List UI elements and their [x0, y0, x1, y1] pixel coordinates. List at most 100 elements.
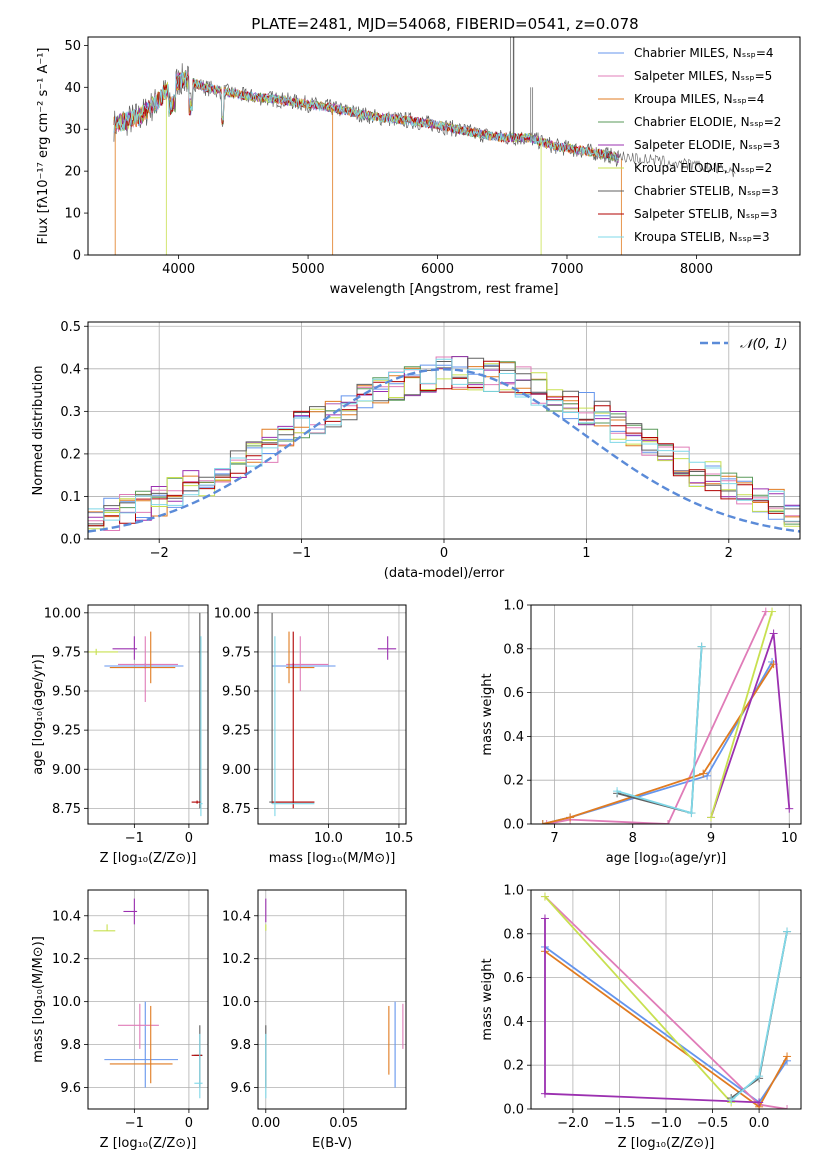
x-tick-label: −2.0: [557, 1116, 589, 1131]
histogram-series: [88, 363, 800, 530]
panel-weight-vs-z: −2.0 −1.5 −1.0 −0.5 0.0 0.0 0.2 0.4 0.6 0.8 1.0 Z […: [480, 884, 802, 1151]
x-tick-label: 7000: [550, 262, 583, 277]
x-tick-label: −0.5: [697, 1116, 729, 1131]
plot-area: [113, 37, 736, 255]
plot-area: [540, 892, 792, 1109]
y-tick-label: 0.8: [503, 642, 524, 657]
x-axis-label: Z [log₁₀(Z/Z⊙)]: [618, 1136, 715, 1151]
x-tick-label: 10.5: [384, 831, 413, 846]
y-tick-label: 1.0: [503, 884, 524, 899]
legend-entry: Chabrier ELODIE, Nₛₛₚ=2: [634, 115, 781, 129]
axes-frame: [87, 321, 801, 540]
y-axis-label: Normed distribution: [31, 366, 46, 496]
plot-area: [265, 898, 404, 1099]
x-tick-label: 10.0: [314, 831, 343, 846]
legend-entry: 𝒩(0, 1): [740, 337, 787, 352]
y-tick-label: 50: [64, 39, 81, 54]
x-tick-label: 0.05: [329, 1116, 358, 1131]
x-tick-label: −1.5: [604, 1116, 636, 1131]
y-tick-label: 0.6: [503, 971, 524, 986]
plot-area: [88, 356, 800, 533]
x-axis-label: E(B-V): [312, 1136, 352, 1151]
x-tick-label: 2: [725, 546, 733, 561]
x-axis-label: Z [log₁₀(Z/Z⊙)]: [100, 851, 197, 866]
histogram-series: [88, 357, 800, 525]
histogram-series: [88, 360, 800, 527]
panel-age-vs-mass: 10.0 10.5 8.75 9.00 9.25 9.50 9.75 10.00 mass [l…: [214, 604, 413, 866]
y-axis-label: age [log₁₀(age/yr)]: [31, 654, 46, 775]
plot-area: [88, 612, 203, 817]
y-tick-label: 10.0: [222, 995, 251, 1010]
x-tick-label: −1: [125, 1116, 144, 1131]
axes-frame: [257, 889, 407, 1110]
y-tick-label: 9.25: [222, 724, 251, 739]
y-tick-label: 0.2: [503, 1059, 524, 1074]
legend-entry: Salpeter MILES, Nₛₛₚ=5: [634, 69, 772, 83]
x-tick-label: 9: [707, 831, 715, 846]
y-tick-label: 0.4: [503, 730, 524, 745]
y-tick-label: 0.0: [503, 818, 524, 833]
x-tick-label: 7: [550, 831, 558, 846]
y-axis-label: Flux [fλ10⁻¹⁷ erg cm⁻² s⁻¹ A⁻¹]: [36, 48, 51, 245]
y-tick-label: 9.00: [222, 763, 251, 778]
x-axis-label: Z [log₁₀(Z/Z⊙)]: [100, 1136, 197, 1151]
x-tick-label: 0: [440, 546, 448, 561]
y-tick-label: 9.8: [230, 1038, 251, 1053]
axes-frame: [87, 889, 209, 1110]
x-tick-label: 5000: [292, 262, 325, 277]
y-tick-label: 9.6: [60, 1081, 81, 1096]
y-tick-label: 0.1: [60, 490, 81, 505]
legend: 𝒩(0, 1): [700, 337, 787, 352]
panel-age-vs-z: −1 0 8.75 9.00 9.25 9.50 9.75 10.00 Z [log₁₀(Z/Z…: [31, 604, 209, 866]
legend: Chabrier MILES, Nₛₛₚ=4 Salpeter MILES, Nₛ…: [598, 46, 781, 244]
y-tick-label: 9.6: [230, 1081, 251, 1096]
y-tick-label: 9.75: [52, 645, 81, 660]
y-tick-label: 1.0: [503, 599, 524, 614]
x-tick-label: 0: [185, 1116, 193, 1131]
legend-entry: Chabrier MILES, Nₛₛₚ=4: [634, 46, 774, 60]
panel-residuals: −2 −1 0 1 2 0.0 0.1 0.2 0.3 0.4 0.5 (data-model)/er…: [31, 320, 801, 581]
x-tick-label: 8: [629, 831, 637, 846]
y-tick-label: 10.2: [52, 952, 81, 967]
plot-area: [538, 607, 794, 824]
panel-weight-vs-age: 7 8 9 10 0.0 0.2 0.4 0.6 0.8 1.0 age [log₁₀(age/yr…: [480, 599, 802, 866]
y-tick-label: 0.0: [60, 533, 81, 548]
series-line: [542, 663, 775, 824]
y-tick-label: 0.4: [60, 362, 81, 377]
figure-title: PLATE=2481, MJD=54068, FIBERID=0541, z=0…: [251, 15, 638, 33]
series-line: [546, 611, 767, 824]
legend-entry: Kroupa STELIB, Nₛₛₚ=3: [634, 230, 770, 244]
x-tick-label: 6000: [421, 262, 454, 277]
x-tick-label: 0.00: [251, 1116, 280, 1131]
y-tick-label: 0.4: [503, 1015, 524, 1030]
x-tick-label: 1: [582, 546, 590, 561]
series-line: [544, 918, 760, 1104]
y-tick-label: 9.50: [52, 685, 81, 700]
plot-area: [269, 612, 397, 817]
x-tick-label: −1: [292, 546, 311, 561]
y-tick-label: 30: [64, 123, 81, 138]
series-line: [605, 149, 736, 178]
x-tick-label: 8000: [680, 262, 713, 277]
axes-frame: [257, 604, 407, 825]
y-tick-label: 0.5: [60, 320, 81, 335]
y-tick-label: 20: [64, 165, 81, 180]
y-tick-label: 10.0: [52, 995, 81, 1010]
x-tick-label: 0.0: [749, 1116, 770, 1131]
legend-entry: Kroupa ELODIE, Nₛₛₚ=2: [634, 161, 772, 175]
histogram-series: [88, 358, 800, 522]
y-tick-label: 10.00: [44, 606, 81, 621]
x-axis-label: age [log₁₀(age/yr)]: [606, 851, 727, 866]
y-tick-label: 0.0: [503, 1103, 524, 1118]
panel-mass-vs-ebv: 0.00 0.05 9.6 9.8 10.0 10.2 10.4 E(B-V): [222, 889, 407, 1151]
legend-entry: Kroupa MILES, Nₛₛₚ=4: [634, 92, 764, 106]
legend-entry: Chabrier STELIB, Nₛₛₚ=3: [634, 184, 779, 198]
plot-area: [93, 898, 203, 1099]
series-line: [542, 661, 773, 824]
axes-frame: [530, 889, 802, 1110]
y-axis-label: mass weight: [480, 673, 495, 755]
series-line: [710, 611, 773, 818]
y-tick-label: 10.2: [222, 952, 251, 967]
y-axis-label: mass [log₁₀(M/M⊙)]: [31, 936, 46, 1063]
series-line: [113, 71, 620, 161]
